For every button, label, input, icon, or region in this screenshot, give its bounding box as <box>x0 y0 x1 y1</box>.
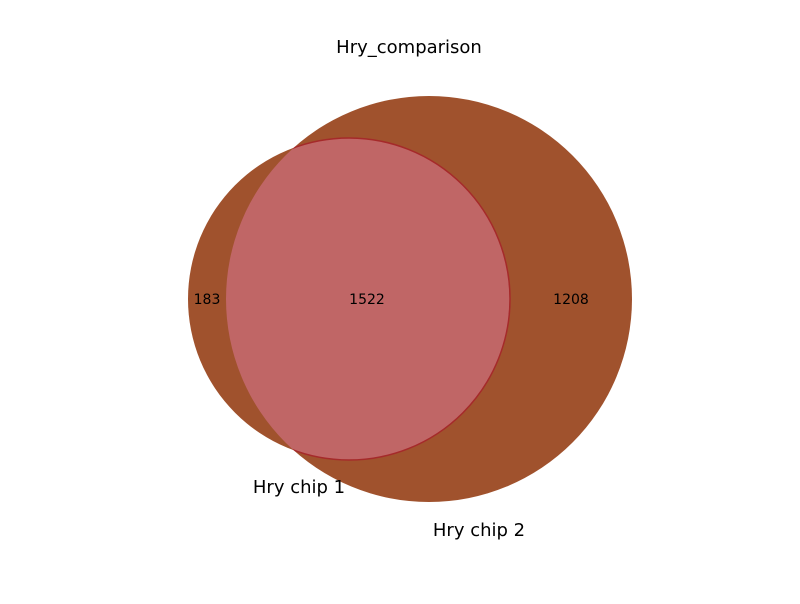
intersection-region <box>226 137 511 461</box>
intersection-count: 1522 <box>349 292 385 308</box>
set-2-only-count: 1208 <box>553 292 589 308</box>
set-1-label: Hry chip 1 <box>253 477 345 498</box>
set-1-only-count: 183 <box>194 292 221 308</box>
set-2-label: Hry chip 2 <box>433 520 525 541</box>
chart-title: Hry_comparison <box>336 37 482 58</box>
